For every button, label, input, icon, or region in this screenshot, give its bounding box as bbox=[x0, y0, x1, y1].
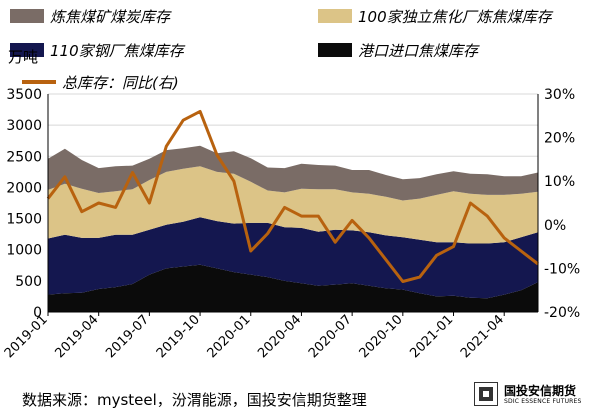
legend-label-independent: 100家独立焦化厂炼焦煤库存 bbox=[358, 7, 552, 26]
x-tick-label-4: 2020-01 bbox=[205, 312, 254, 361]
y-tick-label-3: 1500 bbox=[6, 212, 42, 228]
x-tick-label-7: 2020-10 bbox=[357, 312, 406, 361]
x-tick-label-8: 2021-01 bbox=[407, 312, 456, 361]
area-independent bbox=[48, 166, 538, 244]
legend-swatch-coal-mine bbox=[10, 9, 44, 23]
legend-label-port: 港口进口焦煤库存 bbox=[358, 41, 479, 60]
area-coal-mine bbox=[48, 145, 538, 201]
legend-swatch-yoy bbox=[22, 80, 56, 84]
legend-independent: 100家独立焦化厂炼焦煤库存 bbox=[318, 6, 552, 26]
y2-tick-label-4: 20% bbox=[544, 131, 575, 147]
legend-swatch-steel bbox=[10, 43, 44, 57]
legend-label-yoy: 总库存：同比(右) bbox=[62, 73, 179, 92]
y2-tick-label-1: -10% bbox=[544, 261, 580, 277]
legend-label-coal-mine: 炼焦煤矿煤炭库存 bbox=[50, 7, 171, 26]
x-tick-label-2: 2019-07 bbox=[103, 312, 152, 361]
legend-steel: 110家钢厂焦煤库存 bbox=[10, 40, 184, 60]
logo-mark-icon bbox=[474, 382, 498, 406]
line-yoy bbox=[46, 109, 539, 283]
legend-swatch-port bbox=[318, 43, 352, 57]
y2-tick-label-3: 10% bbox=[544, 174, 575, 190]
y-tick-label-2: 1000 bbox=[6, 243, 42, 259]
x-tick-label-5: 2020-04 bbox=[255, 312, 304, 361]
y-tick-label-6: 3000 bbox=[6, 118, 42, 134]
x-tick-label-6: 2020-07 bbox=[306, 312, 355, 361]
y-tick-label-1: 500 bbox=[15, 274, 42, 290]
x-tick-label-0: 2019-01 bbox=[2, 312, 51, 361]
legend-yoy: 总库存：同比(右) bbox=[22, 72, 179, 92]
y-tick-label-5: 2500 bbox=[6, 149, 42, 165]
y2-tick-label-2: 0% bbox=[544, 218, 566, 234]
legend-coal-mine: 炼焦煤矿煤炭库存 bbox=[10, 6, 170, 26]
logo-text-cn: 国投安信期货 bbox=[504, 384, 577, 398]
y2-tick-label-5: 30% bbox=[544, 87, 575, 103]
brand-logo: 国投安信期货 SDIC ESSENCE FUTURES bbox=[474, 380, 594, 412]
y2-tick-label-0: -20% bbox=[544, 305, 580, 321]
legend-label-steel: 110家钢厂焦煤库存 bbox=[50, 41, 184, 60]
x-tick-label-1: 2019-04 bbox=[52, 312, 101, 361]
y-tick-label-7: 3500 bbox=[6, 87, 42, 103]
y-axis-unit: 万吨 bbox=[8, 48, 39, 66]
x-tick-label-9: 2021-04 bbox=[458, 312, 507, 361]
area-port bbox=[48, 264, 538, 312]
logo-text-en: SDIC ESSENCE FUTURES bbox=[504, 398, 582, 405]
x-tick-label-3: 2019-10 bbox=[154, 312, 203, 361]
legend-swatch-independent bbox=[318, 9, 352, 23]
legend-port: 港口进口焦煤库存 bbox=[318, 40, 478, 60]
y-tick-label-0: 0 bbox=[33, 305, 42, 321]
source-note: 数据来源：mysteel，汾渭能源，国投安信期货整理 bbox=[22, 391, 367, 409]
y-tick-label-4: 2000 bbox=[6, 180, 42, 196]
